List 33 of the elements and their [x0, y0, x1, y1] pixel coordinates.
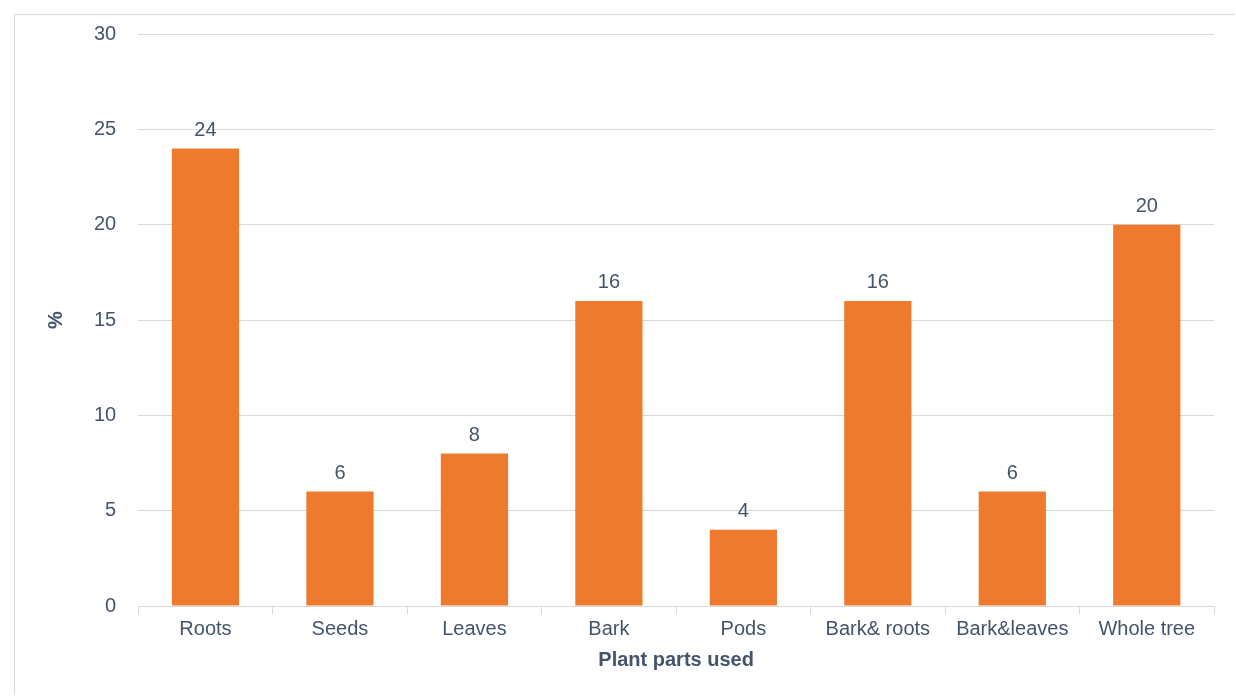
y-tick-label: 5: [105, 498, 117, 521]
y-axis-title: %: [43, 310, 66, 329]
data-label: 6: [334, 461, 346, 484]
x-tick-label: Bark&leaves: [956, 616, 1069, 639]
x-tick-label: Bark: [588, 616, 631, 639]
data-label: 16: [597, 270, 621, 293]
x-tick-label: Pods: [720, 616, 767, 639]
y-tick-label: 25: [94, 116, 117, 139]
x-tick-label: Whole tree: [1098, 616, 1196, 639]
data-label: 24: [194, 117, 217, 140]
bar: [171, 148, 240, 606]
data-label: 20: [1135, 194, 1158, 217]
y-tick-label: 15: [94, 307, 117, 330]
y-tick-label: 0: [105, 593, 117, 616]
y-tick-label: 20: [94, 212, 117, 235]
data-label: 16: [866, 270, 889, 293]
bar: [306, 491, 374, 606]
bar: [1113, 224, 1181, 606]
bar: [978, 491, 1046, 606]
data-label: 6: [1006, 461, 1018, 484]
x-axis-title: Plant parts used: [598, 647, 754, 670]
bar: [844, 300, 912, 606]
bar: [709, 529, 777, 606]
bar: [575, 300, 643, 606]
bar: [440, 453, 509, 606]
x-tick-label: Roots: [179, 616, 232, 639]
y-tick-label: 30: [94, 21, 117, 44]
y-tick-label: 10: [94, 402, 117, 425]
x-tick-label: Seeds: [311, 616, 369, 639]
x-tick-label: Leaves: [442, 616, 507, 639]
x-tick-label: Bark& roots: [825, 616, 931, 639]
data-label: 8: [468, 422, 480, 445]
data-label: 4: [737, 499, 749, 522]
